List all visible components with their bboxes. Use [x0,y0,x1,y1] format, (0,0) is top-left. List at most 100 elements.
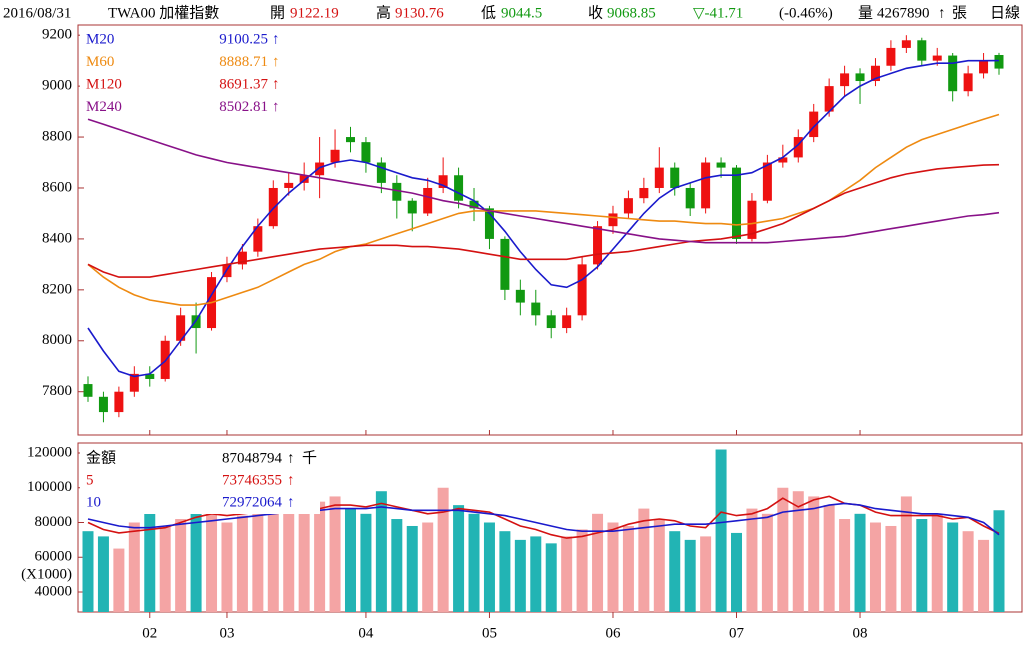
volume-bar [947,522,959,612]
volume-bar [576,529,588,612]
volume-bar [854,513,866,612]
y-tick-label: 80000 [35,514,73,530]
candle-body [315,162,325,176]
y-tick-label: 8200 [42,281,72,297]
volume-bar [900,496,912,612]
candle-body [531,302,541,316]
candle-body [870,65,880,82]
volume-bar [314,501,326,612]
legend-name: 金額 [86,449,116,466]
candle-body [886,47,896,66]
legend-arrow: ↑ [272,99,280,115]
legend-name: M20 [86,31,114,47]
candle-body [407,200,417,214]
candle-body [284,182,294,188]
legend-arrow: ↑ [272,31,280,47]
volume-bar [375,491,387,612]
price-panel [77,24,1023,436]
low-label: 低 [481,4,496,21]
candle-body [809,111,819,138]
volume-bar [731,532,743,612]
candle-body [237,251,247,265]
candle-body [948,55,958,92]
candle-body [345,137,355,143]
candle-body [562,315,572,329]
volume-bar [483,522,495,612]
volume-unit: 張 [952,5,967,21]
x-tick-label: 03 [219,625,234,641]
candle-body [253,226,263,252]
volume-arrow: ↑ [938,5,946,21]
volume-value: 4267890 [877,5,930,21]
volume-bar [700,536,712,612]
candle-body [639,187,649,199]
legend-value: 8691.37 [219,76,268,92]
volume-bar [978,539,990,612]
legend-name: M60 [86,54,114,70]
date: 2016/08/31 [3,5,71,21]
candle-body [824,86,834,112]
candle-body [685,187,695,209]
volume-bar [206,513,218,612]
candle-body [855,73,865,82]
candle-body [901,40,911,48]
candle-body [98,396,108,413]
volume-bar [267,513,279,612]
volume-bar [916,519,928,612]
volume-bar [653,519,665,612]
volume-bar [761,513,773,612]
y-tick-label: 8600 [42,179,72,195]
x-tick-label: 05 [482,625,497,641]
candle-body [515,289,525,303]
close-value: 9068.85 [607,5,656,21]
volume-bar [453,505,465,612]
volume-bar [792,491,804,612]
candle-body [299,175,309,183]
open-label: 開 [270,5,285,21]
volume-bar [499,531,511,612]
volume-bar [128,522,140,612]
open-value: 9122.19 [290,5,339,21]
volume-bar [530,536,542,612]
ma-line [87,59,1000,378]
volume-bar [360,513,372,612]
legend-value: 8888.71 [219,54,268,70]
candle-body [423,187,433,214]
candle-body [114,391,124,413]
volume-bar [283,508,295,612]
candle-body [577,264,587,316]
volume-bar [422,522,434,612]
candle-body [670,167,680,188]
candle-body [963,73,973,92]
symbol: TWA00 加權指數 [108,4,219,21]
volume-bar [82,531,94,612]
change: ▽-41.71 [693,5,743,21]
legend-arrow: ↑ [287,494,295,510]
legend-box [80,28,286,118]
legend-name: M240 [86,99,122,115]
ma-line [87,118,1000,244]
volume-bar [468,513,480,612]
high-label: 高 [376,4,391,21]
y-tick-label: 100000 [27,479,72,495]
x-tick-label: 02 [142,625,157,641]
ma-line [87,113,1000,306]
candle-body [917,40,927,61]
candle-body [469,200,479,209]
volume-bar [669,531,681,612]
candle-body [330,149,340,163]
volume-label: 量 [858,5,873,21]
volume-bar [329,496,341,612]
y-tick-label: 60000 [35,549,73,565]
volume-bar [993,510,1005,612]
candle-body [608,213,618,227]
volume-bar [622,525,634,612]
volume-bar [746,508,758,612]
volume-bar [437,487,449,612]
volume-bar [159,525,171,612]
volume-bar [236,515,248,612]
candle-body [83,384,93,397]
volume-bar [298,512,310,612]
ma-line [87,163,1000,278]
volume-bar [869,522,881,612]
